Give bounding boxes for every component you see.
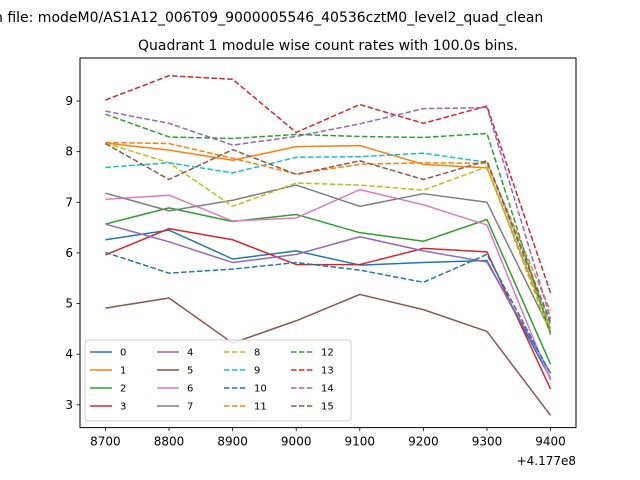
legend-label-7: 7 xyxy=(187,402,193,413)
legend-label-11: 11 xyxy=(254,402,267,413)
series-line-5 xyxy=(105,293,552,416)
legend-label-3: 3 xyxy=(120,402,126,413)
series-line-14 xyxy=(105,106,552,319)
x-tick-label: 8700 xyxy=(90,435,121,449)
legend-label-1: 1 xyxy=(120,366,126,377)
y-tick-label: 4 xyxy=(65,347,73,361)
x-tick-label: 8800 xyxy=(154,435,185,449)
y-tick-label: 6 xyxy=(65,246,73,260)
series-line-3 xyxy=(105,227,552,390)
legend-label-6: 6 xyxy=(187,384,193,395)
x-axis-offset-label: +4.177e8 xyxy=(517,454,576,468)
series-line-2 xyxy=(105,207,552,365)
figure-title: n file: modeM0/AS1A12_006T09_9000005546_… xyxy=(0,10,543,26)
y-tick-label: 8 xyxy=(65,145,73,159)
series-line-6 xyxy=(105,188,552,381)
series-line-7 xyxy=(105,184,552,332)
x-axis: 8700 8800 8900 9000 9100 9200 9300 9400 xyxy=(90,427,566,449)
series-line-4 xyxy=(105,223,552,374)
series-line-10 xyxy=(105,251,552,375)
x-tick-label: 9400 xyxy=(535,435,566,449)
series-line-12 xyxy=(105,113,552,335)
legend-label-14: 14 xyxy=(321,384,334,395)
legend-label-4: 4 xyxy=(187,348,193,359)
x-tick-label: 9000 xyxy=(281,435,312,449)
series-line-1 xyxy=(105,142,552,330)
series-line-9 xyxy=(105,152,552,326)
legend-label-13: 13 xyxy=(321,366,334,377)
legend-label-9: 9 xyxy=(254,366,260,377)
chart-title: Quadrant 1 module wise count rates with … xyxy=(138,38,518,54)
legend-label-8: 8 xyxy=(254,348,260,359)
legend-label-0: 0 xyxy=(120,348,126,359)
x-tick-label: 9300 xyxy=(472,435,503,449)
y-axis: 3 4 5 6 7 8 9 xyxy=(65,94,80,412)
series-line-8 xyxy=(105,142,552,335)
axes-frame xyxy=(79,57,577,429)
series-line-15 xyxy=(105,142,552,323)
legend-label-10: 10 xyxy=(254,384,267,395)
x-tick-label: 9100 xyxy=(345,435,376,449)
y-tick-label: 3 xyxy=(65,398,73,412)
x-tick-label: 8900 xyxy=(217,435,248,449)
y-tick-label: 5 xyxy=(65,297,73,311)
legend-label-15: 15 xyxy=(321,402,334,413)
plot-area xyxy=(105,74,552,416)
y-tick-label: 7 xyxy=(65,195,73,209)
x-tick-label: 9200 xyxy=(408,435,439,449)
y-tick-label: 9 xyxy=(65,94,73,108)
legend-box xyxy=(84,339,352,422)
legend-label-12: 12 xyxy=(321,348,334,359)
series-line-13 xyxy=(105,74,552,294)
legend-label-5: 5 xyxy=(187,366,193,377)
legend-label-2: 2 xyxy=(120,384,126,395)
